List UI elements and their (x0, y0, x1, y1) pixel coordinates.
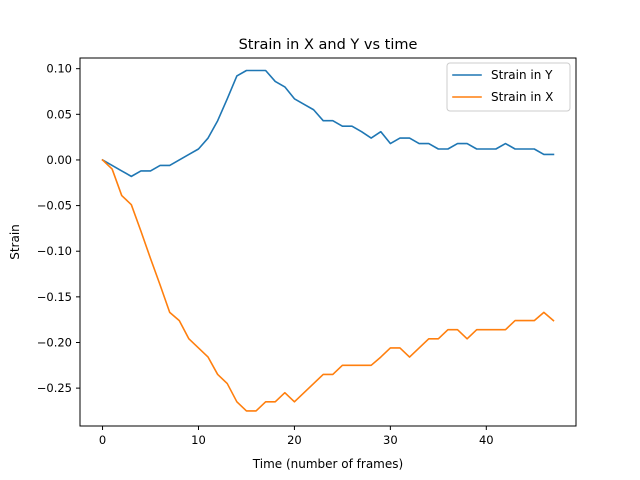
y-tick-label: 0.00 (46, 153, 72, 167)
series-line-strain-y (101, 69, 555, 178)
x-tick-label: 0 (99, 433, 106, 447)
series-line-strain-x (101, 158, 555, 412)
x-tick-label: 40 (479, 433, 494, 447)
legend: Strain in Y Strain in X (446, 62, 571, 112)
y-tick-label: −0.20 (37, 335, 72, 349)
x-tick-label: 30 (383, 433, 398, 447)
y-axis-label: Strain (8, 224, 22, 260)
x-tick-label: 10 (191, 433, 206, 447)
x-axis-label: Time (number of frames) (252, 457, 403, 471)
axes-frame (79, 57, 577, 427)
y-tick-label: −0.10 (37, 244, 72, 258)
legend-label-strain-x: Strain in X (491, 90, 553, 104)
y-tick-label: 0.10 (46, 62, 72, 76)
plot-area (101, 69, 555, 412)
legend-label-strain-y: Strain in Y (491, 68, 553, 82)
y-tick-label: −0.05 (37, 199, 72, 213)
y-tick-label: 0.05 (46, 107, 72, 121)
chart-title: Strain in X and Y vs time (239, 37, 418, 53)
y-tick-label: −0.15 (37, 290, 72, 304)
axis-ticks: 0 10 20 30 40 −0.25 −0.20 −0.15 −0.10 −0.05 0.00 0.… (37, 62, 494, 447)
y-tick-label: −0.25 (37, 381, 72, 395)
x-tick-label: 20 (287, 433, 302, 447)
